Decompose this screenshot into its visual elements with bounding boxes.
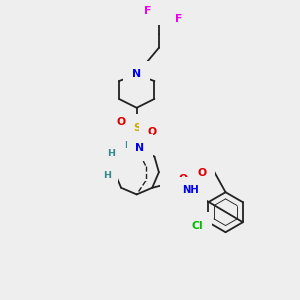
Text: Cl: Cl xyxy=(191,220,203,231)
Text: N: N xyxy=(135,143,145,153)
Text: O: O xyxy=(116,117,126,127)
Text: F: F xyxy=(144,6,152,16)
Text: H: H xyxy=(179,173,187,182)
Text: O: O xyxy=(179,174,188,184)
Text: H: H xyxy=(124,141,132,150)
Text: F: F xyxy=(175,14,183,24)
Text: H: H xyxy=(103,171,111,180)
Text: N: N xyxy=(169,176,178,186)
Text: O: O xyxy=(148,127,157,137)
Text: NH: NH xyxy=(182,185,199,195)
Text: O: O xyxy=(197,168,206,178)
Text: H: H xyxy=(107,149,115,158)
Text: F: F xyxy=(166,6,174,16)
Text: S: S xyxy=(133,123,140,133)
Text: N: N xyxy=(132,69,141,80)
